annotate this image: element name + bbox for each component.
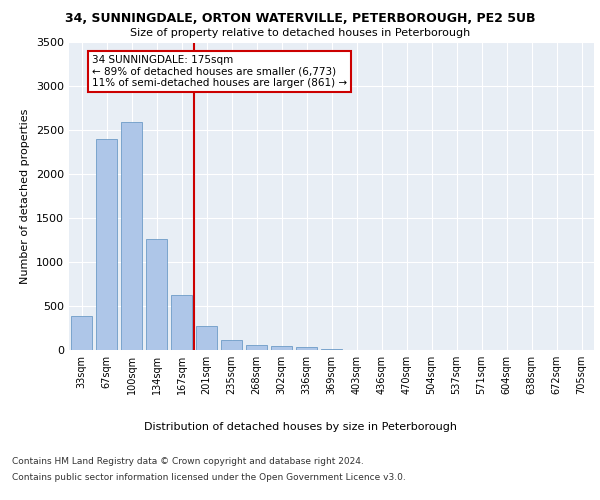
Bar [71,316,92,350]
Text: Contains HM Land Registry data © Crown copyright and database right 2024.: Contains HM Land Registry data © Crown c… [12,458,364,466]
Text: Contains public sector information licensed under the Open Government Licence v3: Contains public sector information licen… [12,472,406,482]
Bar [171,294,192,350]
Bar [271,346,292,350]
Bar [121,122,142,350]
Bar [196,326,217,350]
Bar [321,349,342,350]
Bar [246,345,267,350]
Bar [221,340,242,350]
Text: 34 SUNNINGDALE: 175sqm
← 89% of detached houses are smaller (6,773)
11% of semi-: 34 SUNNINGDALE: 175sqm ← 89% of detached… [92,55,347,88]
Bar [96,139,117,350]
Bar [296,348,317,350]
Y-axis label: Number of detached properties: Number of detached properties [20,108,31,284]
Bar [146,240,167,350]
Text: 34, SUNNINGDALE, ORTON WATERVILLE, PETERBOROUGH, PE2 5UB: 34, SUNNINGDALE, ORTON WATERVILLE, PETER… [65,12,535,26]
Text: Distribution of detached houses by size in Peterborough: Distribution of detached houses by size … [143,422,457,432]
Text: Size of property relative to detached houses in Peterborough: Size of property relative to detached ho… [130,28,470,38]
